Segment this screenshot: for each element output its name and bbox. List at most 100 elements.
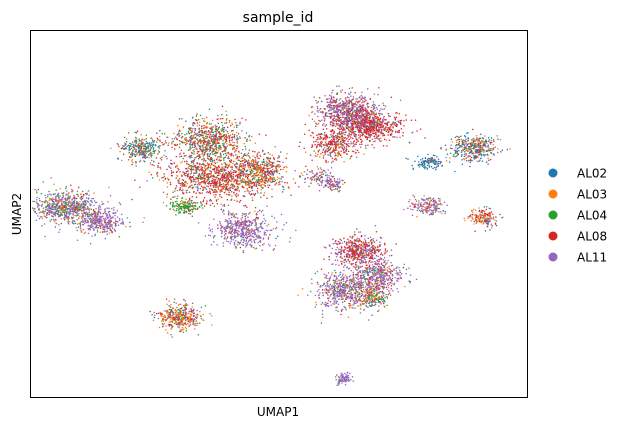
scatter-point [178,326,181,329]
scatter-point [257,211,259,213]
scatter-point [139,159,142,162]
scatter-point [362,297,365,300]
scatter-point [53,198,55,201]
scatter-point [165,142,167,144]
scatter-point [353,117,356,120]
scatter-point [209,142,211,144]
scatter-point [378,264,380,266]
scatter-point [334,376,337,378]
scatter-point [370,106,373,109]
scatter-point [414,119,417,121]
scatter-point [202,147,205,149]
scatter-point [255,179,258,181]
scatter-point [469,158,472,160]
scatter-point [319,107,322,110]
scatter-point [424,201,427,204]
scatter-point [266,167,269,170]
scatter-point [315,304,318,306]
scatter-point [378,126,380,129]
scatter-point [433,160,435,163]
scatter-point [353,140,356,142]
scatter-point [418,200,420,202]
scatter-point [143,139,145,141]
scatter-point [387,115,390,117]
scatter-point [331,112,333,115]
scatter-point [374,303,377,305]
scatter-point [83,232,86,235]
scatter-point [143,160,145,162]
scatter-point [246,154,248,156]
scatter-point [251,189,254,192]
scatter-point [325,171,327,174]
scatter-point [456,135,458,138]
scatter-point [264,231,267,234]
scatter-point [233,180,235,183]
scatter-point [366,118,369,120]
scatter-point [82,196,84,198]
scatter-point [192,208,195,210]
scatter-point [432,197,435,200]
scatter-point [324,285,327,287]
scatter-point [354,135,357,137]
scatter-point [227,224,229,226]
scatter-point [161,142,163,144]
scatter-point [211,231,214,233]
scatter-point [316,290,319,293]
scatter-point [208,181,210,184]
scatter-point [242,171,245,173]
scatter-point [180,136,183,139]
scatter-point [359,104,361,106]
scatter-point [190,127,192,130]
scatter-point [398,121,400,124]
scatter-point [183,304,185,307]
scatter-point [372,132,374,135]
scatter-point [207,129,210,132]
scatter-point [379,137,382,139]
scatter-point [427,210,430,212]
scatter-point [394,131,397,133]
scatter-point [186,163,188,166]
scatter-point [400,127,403,130]
scatter-point [292,178,295,180]
scatter-point [116,157,119,160]
scatter-point [243,142,245,145]
scatter-point [243,222,245,224]
scatter-point [238,172,240,174]
scatter-point [340,260,342,263]
scatter-point [116,210,119,212]
scatter-point [240,224,243,226]
scatter-point [170,201,172,204]
scatter-point [322,149,325,151]
scatter-point [368,118,371,120]
scatter-point [385,130,388,133]
scatter-point [352,274,354,277]
scatter-point [196,322,199,325]
scatter-point [410,208,412,211]
scatter-point [224,150,226,153]
scatter-point [225,119,228,121]
scatter-point [41,218,44,220]
scatter-point [176,318,178,320]
scatter-point [358,137,360,139]
scatter-point [98,204,101,207]
scatter-point [157,312,160,315]
scatter-point [369,250,371,253]
scatter-point [436,203,439,205]
scatter-point [487,136,490,139]
scatter-point [310,106,313,108]
scatter-point [187,322,189,325]
scatter-point [313,120,316,123]
scatter-point [467,139,469,141]
scatter-point [484,230,487,232]
scatter-point [178,118,181,120]
scatter-point [254,229,256,231]
scatter-point [475,139,477,141]
scatter-point [63,216,66,218]
scatter-point [236,244,239,246]
scatter-point [267,158,270,160]
scatter-point [211,129,213,132]
scatter-point [235,170,237,172]
scatter-point [233,133,236,136]
scatter-point [226,236,229,238]
scatter-point [387,293,389,296]
